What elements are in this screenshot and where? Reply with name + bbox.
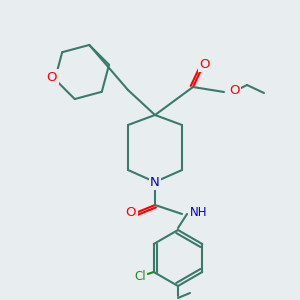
Text: O: O [229, 85, 239, 98]
Text: NH: NH [190, 206, 208, 220]
Text: O: O [200, 58, 210, 70]
Text: O: O [47, 71, 57, 84]
Text: Cl: Cl [134, 269, 146, 283]
Text: O: O [126, 206, 136, 220]
Text: N: N [150, 176, 160, 188]
